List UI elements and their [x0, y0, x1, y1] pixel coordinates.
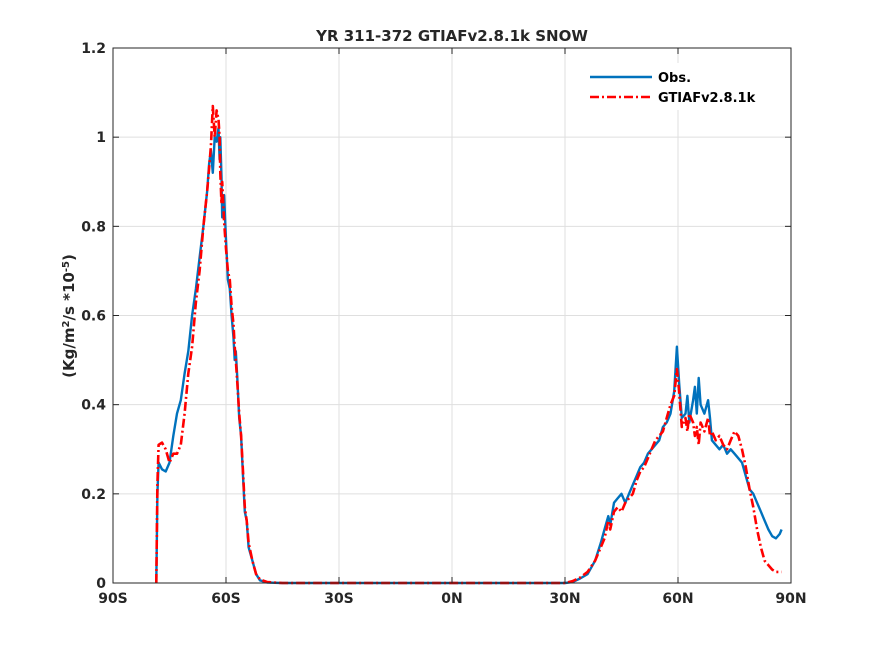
x-tick-label: 60S	[211, 591, 241, 607]
y-axis-label-mid: /s *10	[60, 272, 78, 320]
x-tick-label: 90N	[775, 591, 806, 607]
y-tick-label: 0	[96, 576, 106, 592]
legend-box	[583, 63, 780, 110]
y-tick-label: 1.2	[81, 41, 106, 57]
x-tick-label: 60N	[662, 591, 693, 607]
legend: Obs. GTIAFv2.8.1k	[583, 63, 780, 110]
legend-label-model: GTIAFv2.8.1k	[658, 91, 756, 106]
x-tick-label: 30N	[549, 591, 580, 607]
axes: 90S 60S 30S 0N 30N 60N 90N 0 0.2 0.4 0.6 0.8 1 1.2	[81, 41, 806, 607]
y-tick-label: 0.6	[81, 309, 106, 325]
x-tick-label: 0N	[441, 591, 462, 607]
x-tick-label: 90S	[98, 591, 128, 607]
y-tick-label: 0.8	[81, 219, 106, 235]
chart-title: YR 311-372 GTIAFv2.8.1k SNOW	[315, 27, 588, 45]
legend-label-obs: Obs.	[658, 71, 691, 86]
y-axis-label-sup1: 2	[61, 320, 72, 327]
y-axis-label-base: (Kg/m	[60, 327, 78, 377]
y-tick-label: 1	[96, 130, 106, 146]
y-axis-label: (Kg/m2/s *10-5)	[60, 254, 78, 378]
series-line-1	[155, 104, 782, 585]
y-tick-label: 0.4	[81, 398, 106, 414]
series-line-0	[155, 126, 783, 585]
x-tick-label: 30S	[324, 591, 354, 607]
y-tick-label: 0.2	[81, 487, 106, 503]
plot-series	[155, 104, 783, 585]
y-axis-label-end: )	[60, 254, 78, 261]
y-axis-label-sup2: -5	[61, 261, 72, 272]
